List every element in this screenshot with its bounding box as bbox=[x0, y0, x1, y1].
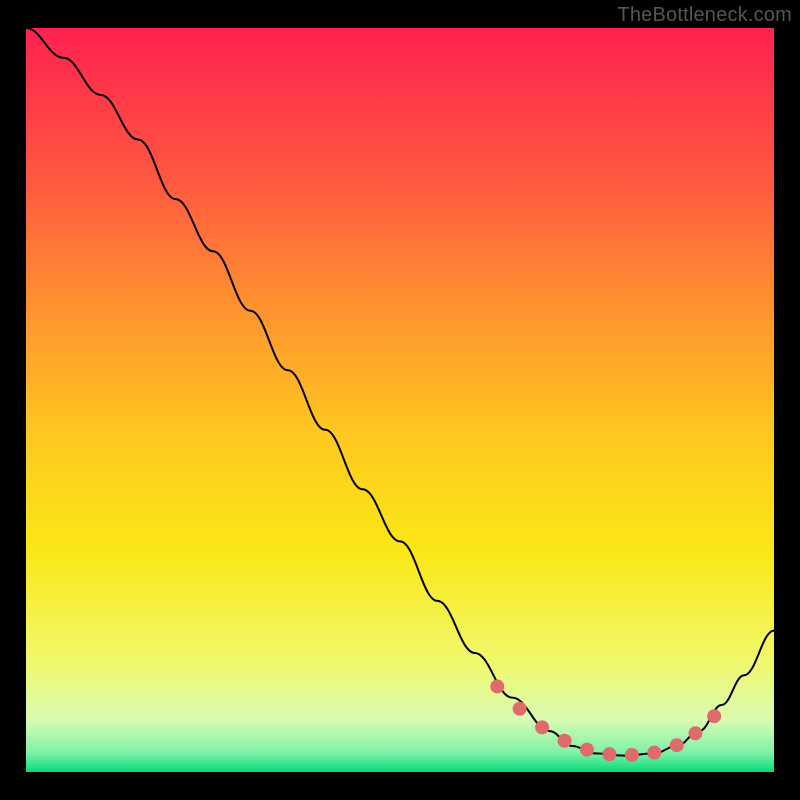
marker-dot bbox=[625, 748, 638, 761]
marker-dot bbox=[648, 746, 661, 759]
chart-container: TheBottleneck.com bbox=[0, 0, 800, 800]
marker-dot bbox=[491, 680, 504, 693]
marker-dot bbox=[513, 702, 526, 715]
marker-dot bbox=[689, 727, 702, 740]
marker-dot bbox=[708, 710, 721, 723]
marker-dot bbox=[536, 721, 549, 734]
marker-dot bbox=[670, 739, 683, 752]
marker-dot bbox=[581, 743, 594, 756]
marker-dot bbox=[603, 748, 616, 761]
marker-dot bbox=[558, 734, 571, 747]
bottleneck-curve-chart bbox=[0, 0, 800, 800]
watermark-text: TheBottleneck.com bbox=[617, 4, 792, 27]
